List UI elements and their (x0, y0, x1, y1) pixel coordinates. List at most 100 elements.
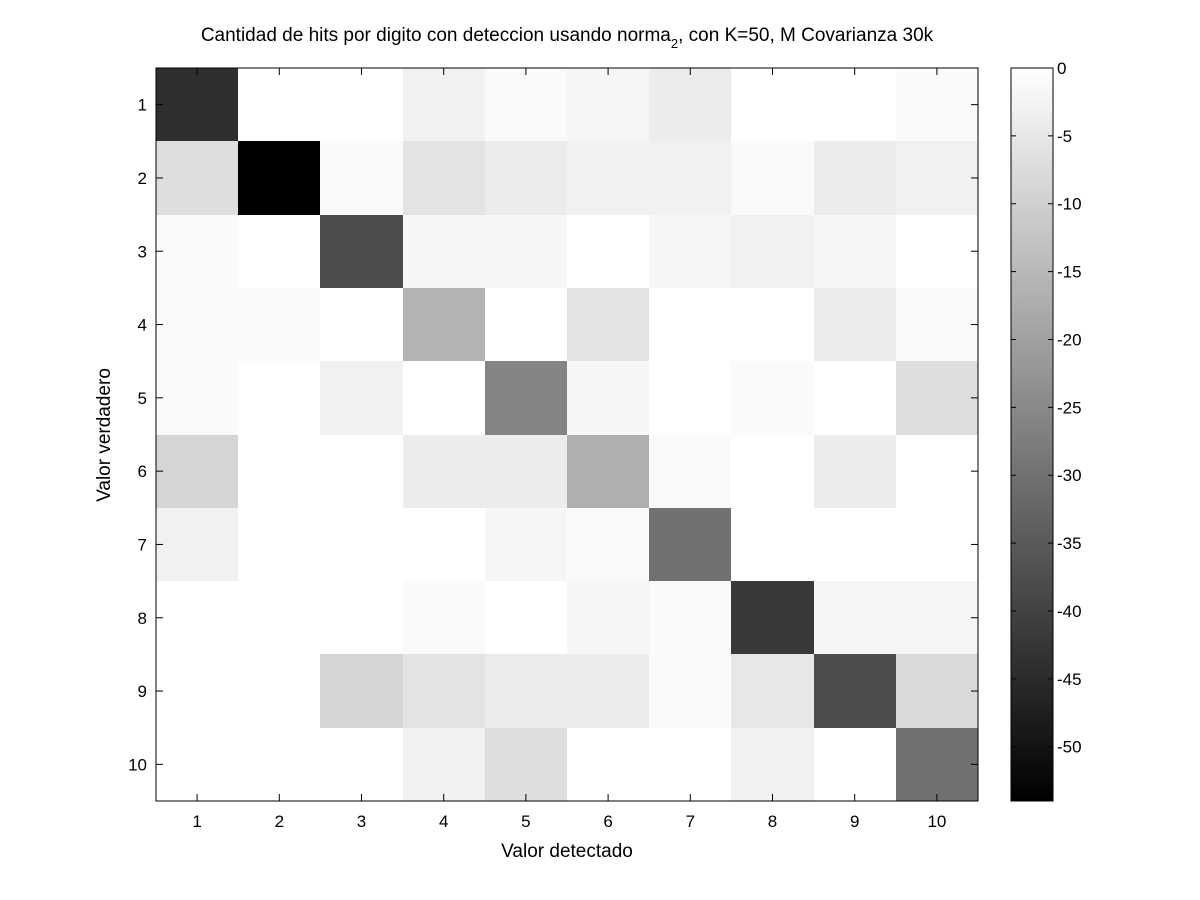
heatmap-cell-r8-c1 (156, 581, 238, 654)
x-tick-label: 9 (850, 812, 859, 831)
heatmap-cell-r7-c7 (649, 508, 731, 581)
heatmap-cell-r2-c8 (731, 141, 814, 215)
y-tick-label: 8 (138, 609, 147, 628)
y-tick-label: 5 (138, 389, 147, 408)
heatmap-cell-r8-c2 (238, 581, 320, 654)
heatmap-cell-r6-c7 (649, 435, 731, 508)
heatmap-cell-r6-c1 (156, 435, 238, 508)
heatmap-cell-r7-c2 (238, 508, 320, 581)
y-tick-label: 4 (138, 316, 147, 335)
y-tick-label: 9 (138, 682, 147, 701)
colorbar-tick-label: -10 (1057, 195, 1082, 214)
x-tick-label: 8 (768, 812, 777, 831)
heatmap-cell-r8-c5 (485, 581, 567, 654)
colorbar-tick-label: -15 (1057, 263, 1082, 282)
colorbar-tick-label: -25 (1057, 398, 1082, 417)
x-tick-label: 3 (357, 812, 366, 831)
heatmap-cell-r2-c9 (814, 141, 896, 215)
heatmap-cell-r9-c2 (238, 654, 320, 728)
heatmap-cell-r8-c10 (896, 581, 978, 654)
heatmap-cell-r10-c4 (403, 728, 485, 801)
heatmap-cell-r9-c5 (485, 654, 567, 728)
heatmap-cell-r1-c7 (649, 68, 731, 141)
heatmap-cell-r10-c5 (485, 728, 567, 801)
heatmap-cell-r7-c10 (896, 508, 978, 581)
heatmap-cell-r3-c8 (731, 215, 814, 288)
x-tick-label: 10 (927, 812, 946, 831)
heatmap-cells (156, 68, 978, 801)
heatmap-cell-r6-c4 (403, 435, 485, 508)
colorbar-tick-label: 0 (1057, 59, 1066, 78)
heatmap-cell-r9-c4 (403, 654, 485, 728)
heatmap-cell-r9-c7 (649, 654, 731, 728)
heatmap-cell-r5-c5 (485, 361, 567, 435)
x-tick-label: 7 (686, 812, 695, 831)
heatmap-cell-r9-c3 (320, 654, 403, 728)
x-tick-label: 2 (275, 812, 284, 831)
colorbar-axis: 0 -5 -10 -15 -20 -25 -30 -35 -40 -45 -50 (1011, 59, 1082, 757)
heatmap-cell-r3-c7 (649, 215, 731, 288)
heatmap-cell-r6-c3 (320, 435, 403, 508)
x-axis-title: Valor detectado (501, 841, 633, 862)
y-axis-title: Valor verdadero (94, 368, 115, 502)
heatmap-cell-r2-c3 (320, 141, 403, 215)
heatmap-cell-r1-c10 (896, 68, 978, 141)
colorbar-tick-label: -50 (1057, 738, 1082, 757)
heatmap-cell-r10-c8 (731, 728, 814, 801)
heatmap-cell-r10-c7 (649, 728, 731, 801)
heatmap-cell-r4-c4 (403, 288, 485, 361)
y-tick-label: 1 (138, 96, 147, 115)
heatmap-axes: 1 2 3 4 5 6 7 8 9 10 1 2 3 4 5 6 7 8 9 10 (128, 68, 978, 831)
heatmap-cell-r10-c2 (238, 728, 320, 801)
heatmap-cell-r4-c5 (485, 288, 567, 361)
colorbar (1010, 67, 1054, 802)
chart-title: Cantidad de hits por digito con deteccio… (201, 25, 934, 51)
heatmap-cell-r4-c10 (896, 288, 978, 361)
heatmap-cell-r5-c2 (238, 361, 320, 435)
heatmap-cell-r4-c3 (320, 288, 403, 361)
heatmap-cell-r1-c8 (731, 68, 814, 141)
y-tick-label: 3 (138, 242, 147, 261)
heatmap-cell-r8-c6 (567, 581, 649, 654)
heatmap-cell-r4-c8 (731, 288, 814, 361)
heatmap-cell-r2-c1 (156, 141, 238, 215)
heatmap-cell-r1-c2 (238, 68, 320, 141)
y-tick-label: 7 (138, 535, 147, 554)
heatmap-cell-r7-c8 (731, 508, 814, 581)
heatmap-cell-r4-c7 (649, 288, 731, 361)
heatmap-cell-r9-c10 (896, 654, 978, 728)
heatmap-cell-r2-c6 (567, 141, 649, 215)
heatmap-cell-r5-c8 (731, 361, 814, 435)
heatmap-cell-r8-c9 (814, 581, 896, 654)
chart-title-subscript: 2 (671, 36, 678, 51)
heatmap-cell-r5-c9 (814, 361, 896, 435)
colorbar-tick-label: -5 (1057, 127, 1072, 146)
heatmap-cell-r3-c10 (896, 215, 978, 288)
heatmap-cell-r3-c6 (567, 215, 649, 288)
colorbar-tick-label: -45 (1057, 670, 1082, 689)
heatmap-cell-r10-c9 (814, 728, 896, 801)
heatmap-cell-r6-c6 (567, 435, 649, 508)
heatmap-cell-r10-c10 (896, 728, 978, 801)
heatmap-cell-r6-c9 (814, 435, 896, 508)
x-tick-label: 6 (603, 812, 612, 831)
heatmap-cell-r3-c1 (156, 215, 238, 288)
heatmap-cell-r6-c2 (238, 435, 320, 508)
heatmap-cell-r3-c5 (485, 215, 567, 288)
x-tick-label: 4 (439, 812, 448, 831)
heatmap-cell-r1-c3 (320, 68, 403, 141)
heatmap-cell-r3-c9 (814, 215, 896, 288)
heatmap-cell-r7-c6 (567, 508, 649, 581)
heatmap-cell-r8-c7 (649, 581, 731, 654)
heatmap-cell-r2-c7 (649, 141, 731, 215)
colorbar-tick-label: -40 (1057, 602, 1082, 621)
heatmap-cell-r4-c2 (238, 288, 320, 361)
heatmap-cell-r9-c9 (814, 654, 896, 728)
colorbar-tick-label: -35 (1057, 534, 1082, 553)
heatmap-cell-r8-c4 (403, 581, 485, 654)
heatmap-cell-r3-c2 (238, 215, 320, 288)
heatmap-cell-r3-c3 (320, 215, 403, 288)
heatmap-cell-r6-c10 (896, 435, 978, 508)
heatmap-cell-r7-c5 (485, 508, 567, 581)
heatmap-cell-r2-c2 (238, 141, 320, 215)
